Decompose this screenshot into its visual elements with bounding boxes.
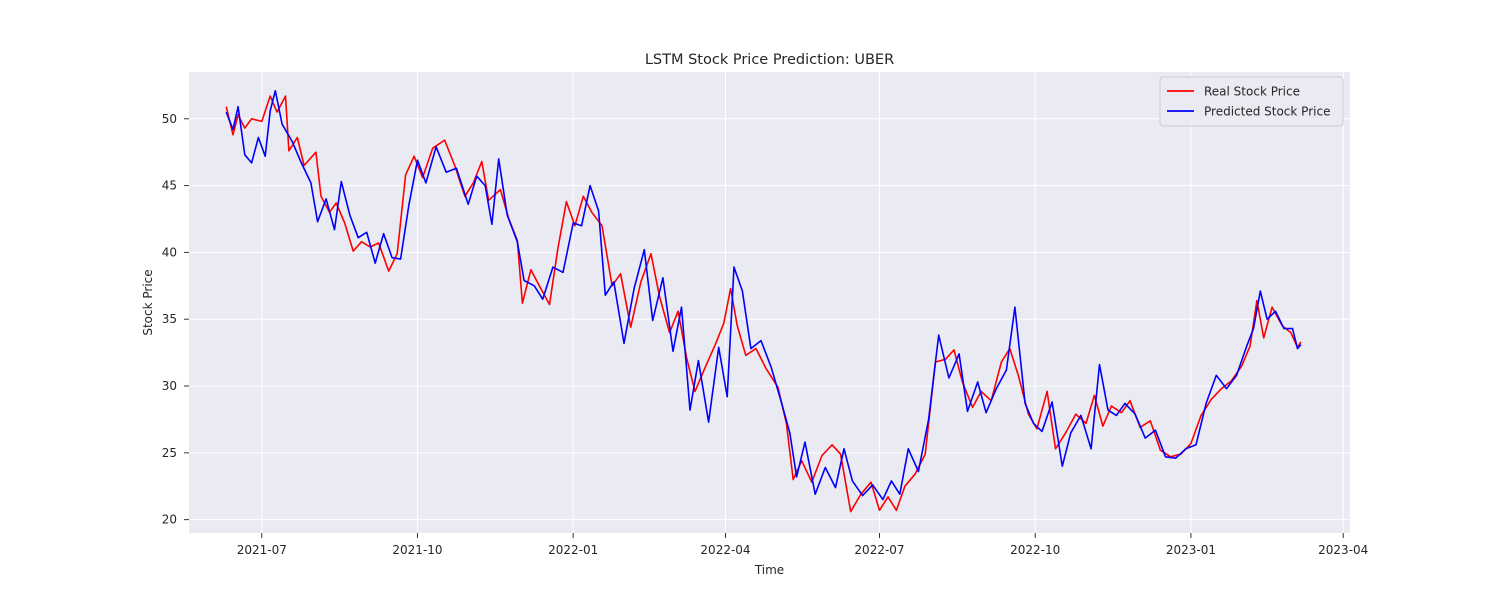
legend: Real Stock Price Predicted Stock Price	[1159, 76, 1344, 127]
grid-lines	[189, 72, 1350, 533]
x-tick-label: 2023-04	[1318, 543, 1368, 557]
y-tick-label: 35	[162, 312, 177, 326]
x-tick-label: 2021-10	[392, 543, 442, 557]
x-tick-label: 2022-07	[854, 543, 904, 557]
y-tick-label: 45	[162, 179, 177, 193]
plot-area	[189, 72, 1350, 533]
legend-label: Predicted Stock Price	[1204, 105, 1330, 119]
x-tick-label: 2022-10	[1010, 543, 1060, 557]
legend-box	[1159, 76, 1344, 127]
y-tick-label: 30	[162, 379, 177, 393]
x-tick-label: 2023-01	[1166, 543, 1216, 557]
y-tick-label: 20	[162, 513, 177, 527]
y-axis-ticks: 20 25 30 35 40 45 50	[162, 112, 189, 527]
chart-title: LSTM Stock Price Prediction: UBER	[645, 52, 894, 68]
legend-label: Real Stock Price	[1204, 85, 1300, 99]
x-axis-ticks: 2021-07 2021-10 2022-01 2022-04 2022-07 2022-…	[237, 533, 1368, 557]
y-tick-label: 40	[162, 245, 177, 259]
y-tick-label: 50	[162, 112, 177, 126]
y-tick-label: 25	[162, 446, 177, 460]
x-tick-label: 2022-01	[548, 543, 598, 557]
y-axis-title: Stock Price	[141, 269, 155, 335]
x-tick-label: 2021-07	[237, 543, 287, 557]
series-lines	[225, 89, 1302, 513]
predicted-price-line	[225, 89, 1302, 501]
x-axis-title: Time	[754, 563, 784, 577]
x-tick-label: 2022-04	[700, 543, 750, 557]
